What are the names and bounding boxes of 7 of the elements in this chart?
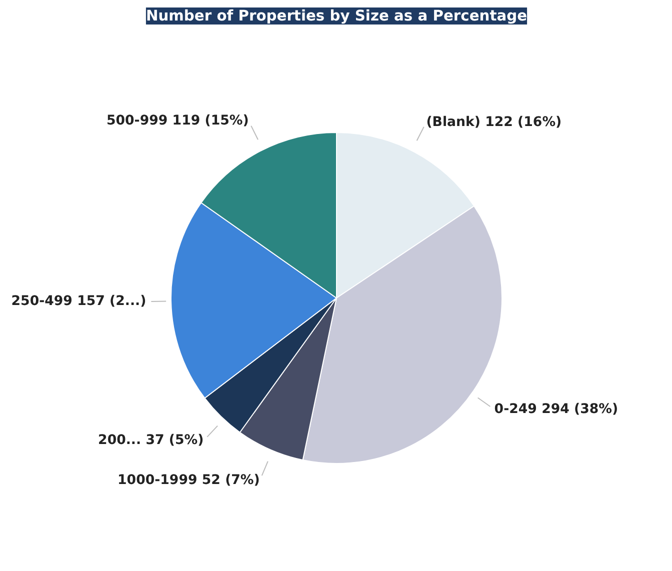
slice-label: 1000-1999 52 (7%) [118,472,260,488]
slice-label: 200... 37 (5%) [98,433,204,448]
slice-label: 0-249 294 (38%) [494,402,618,417]
slice-label: 250-499 157 (2...) [11,294,146,310]
slice-label: 500-999 119 (15%) [106,114,249,129]
chart-title: Number of Properties by Size as a Percentage [146,8,528,24]
slice-label: (Blank) 122 (16%) [426,114,562,130]
